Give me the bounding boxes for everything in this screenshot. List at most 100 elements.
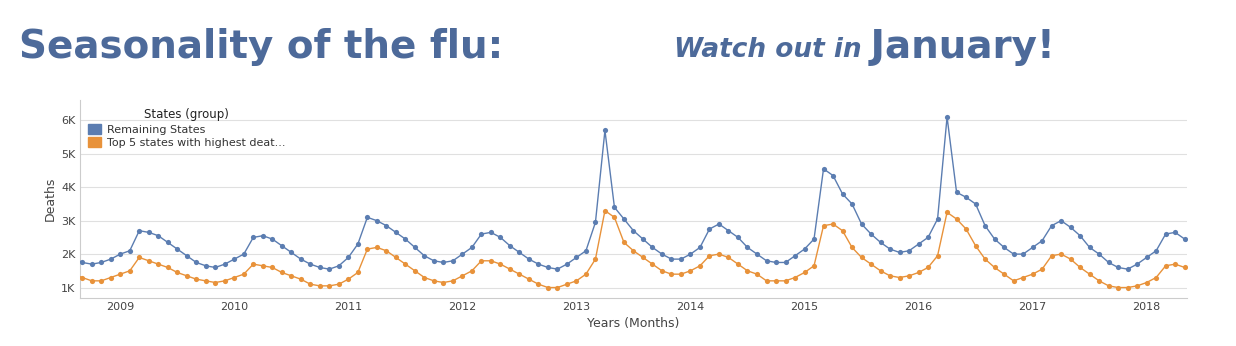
Point: [538, 285, 557, 290]
Point: [491, 261, 510, 267]
Point: [1222, 285, 1236, 290]
Point: [890, 250, 910, 255]
Point: [586, 220, 606, 225]
Point: [148, 233, 168, 238]
Point: [557, 261, 577, 267]
Legend: Remaining States, Top 5 states with highest deat...: Remaining States, Top 5 states with high…: [85, 106, 288, 151]
Point: [918, 235, 938, 240]
Point: [700, 226, 719, 232]
Point: [833, 228, 853, 234]
Point: [1109, 285, 1128, 290]
Point: [937, 210, 957, 215]
Point: [282, 250, 302, 255]
Point: [861, 261, 881, 267]
Point: [890, 275, 910, 280]
Point: [813, 223, 833, 228]
Point: [396, 261, 415, 267]
Point: [795, 270, 815, 275]
Point: [501, 266, 520, 272]
Point: [653, 268, 672, 274]
Point: [728, 261, 748, 267]
Point: [1052, 251, 1072, 257]
Point: [1109, 265, 1128, 270]
Point: [756, 258, 776, 264]
Point: [586, 256, 606, 262]
X-axis label: Years (Months): Years (Months): [587, 317, 680, 330]
Point: [776, 260, 796, 265]
Point: [1184, 270, 1204, 275]
Point: [53, 248, 73, 254]
Point: [205, 280, 225, 285]
Point: [1004, 251, 1023, 257]
Point: [471, 231, 491, 237]
Point: [167, 246, 187, 252]
Point: [282, 273, 302, 279]
Point: [957, 194, 976, 200]
Point: [1204, 256, 1224, 262]
Point: [1052, 218, 1072, 224]
Point: [918, 265, 938, 270]
Point: [908, 270, 928, 275]
Point: [434, 280, 454, 285]
Point: [852, 255, 871, 260]
Point: [243, 235, 263, 240]
Point: [138, 230, 158, 235]
Point: [661, 256, 681, 262]
Point: [1070, 265, 1090, 270]
Point: [928, 216, 948, 222]
Point: [452, 251, 472, 257]
Point: [349, 241, 368, 247]
Point: [624, 248, 644, 254]
Point: [481, 258, 501, 264]
Point: [1213, 283, 1232, 289]
Point: [823, 173, 843, 178]
Point: [842, 245, 861, 250]
Point: [414, 275, 434, 280]
Point: [861, 231, 881, 237]
Point: [718, 228, 738, 234]
Point: [975, 223, 995, 228]
Point: [529, 281, 549, 287]
Point: [386, 230, 405, 235]
Point: [177, 253, 197, 258]
Point: [671, 271, 691, 277]
Point: [405, 245, 425, 250]
Point: [367, 245, 387, 250]
Point: [1042, 223, 1062, 228]
Point: [319, 283, 339, 289]
Point: [442, 278, 462, 284]
Point: [110, 251, 130, 257]
Point: [357, 215, 377, 220]
Point: [1194, 251, 1214, 257]
Point: [1232, 285, 1236, 290]
Point: [805, 263, 824, 268]
Point: [548, 285, 567, 290]
Point: [604, 215, 624, 220]
Point: [187, 260, 206, 265]
Point: [975, 256, 995, 262]
Point: [462, 268, 482, 274]
Point: [1146, 275, 1166, 280]
Point: [43, 263, 63, 268]
Point: [25, 255, 44, 260]
Point: [1137, 255, 1157, 260]
Point: [491, 235, 510, 240]
Point: [177, 273, 197, 279]
Point: [994, 271, 1014, 277]
Point: [633, 236, 653, 242]
Point: [529, 261, 549, 267]
Point: [310, 283, 330, 289]
Point: [501, 243, 520, 248]
Point: [1127, 261, 1147, 267]
Y-axis label: Deaths: Deaths: [44, 177, 57, 221]
Point: [957, 226, 976, 232]
Point: [1156, 231, 1175, 237]
Point: [785, 253, 805, 258]
Point: [35, 258, 54, 264]
Point: [434, 260, 454, 265]
Point: [756, 278, 776, 284]
Point: [1117, 285, 1137, 290]
Point: [1232, 266, 1236, 272]
Point: [870, 240, 890, 245]
Point: [785, 275, 805, 280]
